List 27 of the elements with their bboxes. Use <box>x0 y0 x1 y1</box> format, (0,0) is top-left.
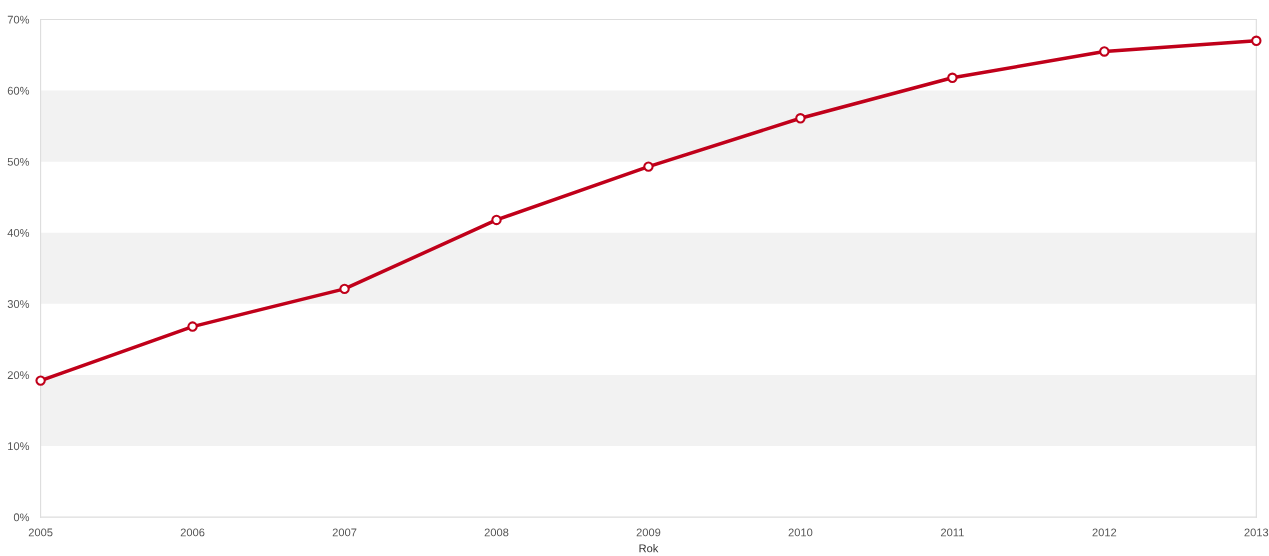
point <box>187 321 198 332</box>
x-tick-label: 2008 <box>484 528 509 537</box>
point <box>795 113 806 124</box>
point <box>339 283 350 295</box>
y-tick-label: 0% <box>13 513 30 522</box>
point <box>1251 35 1262 46</box>
x-tick-label: 2013 <box>1244 528 1269 537</box>
x-tick-label: 2005 <box>28 528 53 537</box>
x-tick-label: 2010 <box>788 528 813 537</box>
x-axis-title: Rok <box>639 544 659 553</box>
y-tick-label: 30% <box>7 300 30 308</box>
x-tick-label: 2009 <box>636 528 661 537</box>
y-tick-label: 50% <box>7 157 30 166</box>
x-tick-label: 2011 <box>941 528 964 537</box>
x-tick-label: 2007 <box>332 528 357 537</box>
point <box>643 161 654 172</box>
point <box>1099 46 1110 57</box>
y-tick-label: 60% <box>7 86 30 95</box>
y-tick-label: 40% <box>7 228 30 237</box>
point <box>35 375 46 386</box>
point <box>491 214 502 226</box>
point <box>947 72 958 83</box>
y-tick-label: 10% <box>8 442 30 451</box>
y-tick-label: 70% <box>7 15 30 24</box>
x-tick-label: 2012 <box>1092 528 1117 537</box>
x-tick-label: 2006 <box>180 528 205 537</box>
y-tick-label: 20% <box>7 371 30 380</box>
